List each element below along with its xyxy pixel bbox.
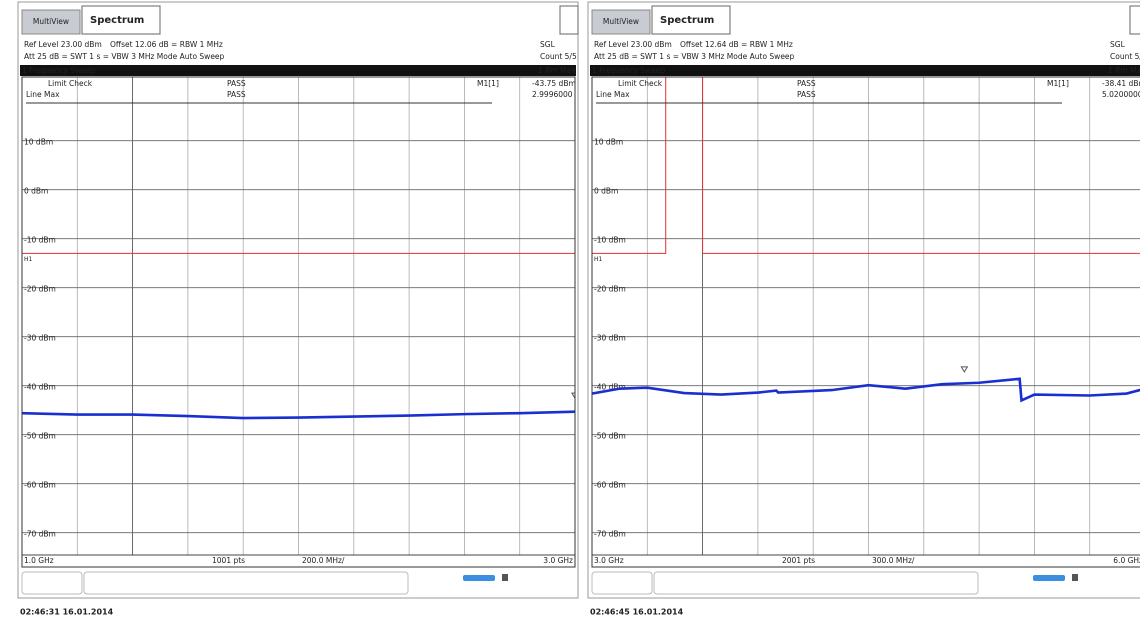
line-name: Line Max <box>596 90 630 99</box>
x-label-row <box>22 554 575 567</box>
line-result: PASS <box>797 90 816 99</box>
plot: 10 dBm 0 dBm -10 dBm -20 dBm -30 dBm -40 dBm -… <box>22 77 590 567</box>
trace-mode: 1 Rm Max <box>1108 66 1140 75</box>
marker-freq: 2.9996000 GHz <box>532 90 590 99</box>
x-stop: 3.0 GHz <box>543 556 573 565</box>
plot-border <box>21 76 576 568</box>
trace <box>592 377 1140 403</box>
limit-label: H1 <box>594 256 603 263</box>
offset-rbw: Offset 12.64 dB = RBW 1 MHz <box>680 40 793 49</box>
ref-level: Ref Level 23.00 dBm <box>24 40 102 49</box>
trace-mode: 1 Rm Max <box>538 66 576 75</box>
marker-level: -43.75 dBm <box>532 79 576 88</box>
y-tick-label: -20 dBm <box>24 285 56 294</box>
timestamp: 02:46:45 16.01.2014 <box>590 608 684 617</box>
marker-name: M1[1] <box>1047 79 1069 88</box>
limit-line <box>592 77 1140 254</box>
tab-multiview <box>591 9 651 35</box>
limit-check-result: PASS <box>227 79 246 88</box>
y-tick-label: 0 dBm <box>24 187 48 196</box>
marker-level: -38.41 dBm <box>1102 79 1140 88</box>
limit-check: Limit Check <box>48 79 93 88</box>
panel-frame <box>17 1 579 599</box>
status-icon <box>1072 574 1078 581</box>
limit-check: Limit Check <box>618 79 663 88</box>
sgl: SGL <box>540 40 556 49</box>
tab-label: Spectrum <box>90 15 144 26</box>
count: Count 5/5 <box>540 52 577 61</box>
x-stop: 6.0 GHz <box>1113 556 1140 565</box>
y-tick-label: 10 dBm <box>24 138 53 147</box>
y-tick-label: -20 dBm <box>594 285 626 294</box>
y-tick-label: -70 dBm <box>594 530 626 539</box>
y-tick-label: -60 dBm <box>594 481 626 490</box>
y-tick-label: -50 dBm <box>594 432 626 441</box>
marker <box>960 366 969 373</box>
span-div: 300.0 MHz/ <box>872 556 915 565</box>
sweep-bar <box>590 65 1140 76</box>
x-label-row <box>592 554 1140 567</box>
plot: 10 dBm 0 dBm -10 dBm -20 dBm -30 dBm -40 dBm -… <box>592 77 1140 567</box>
tab-spectrum <box>651 5 731 35</box>
y-tick-label: -30 dBm <box>24 334 56 343</box>
analyzer-panel: MultiView Spectrum Ref Level 23.00 dBm Offs… <box>587 1 1140 617</box>
x-start: 3.0 GHz <box>594 556 624 565</box>
line-result: PASS <box>227 90 246 99</box>
tab-label: MultiView <box>33 17 69 26</box>
timestamp: 02:46:31 16.01.2014 <box>20 608 114 617</box>
count: Count 5/5 <box>1110 52 1140 61</box>
status-button <box>1033 575 1065 581</box>
x-start: 1.0 GHz <box>24 556 54 565</box>
y-tick-label: -30 dBm <box>594 334 626 343</box>
marker-freq: 5.0200000 GHz <box>1102 90 1140 99</box>
limit-check-result: PASS <box>797 79 816 88</box>
plot-border <box>591 76 1140 568</box>
sweep-bar <box>20 65 576 76</box>
ref-level: Ref Level 23.00 dBm <box>594 40 672 49</box>
sweep-title: 1 Frequency Sweep <box>22 66 95 75</box>
input-small <box>21 571 83 595</box>
points: 2001 pts <box>782 556 815 565</box>
input-small <box>591 571 653 595</box>
tab-label: MultiView <box>603 17 639 26</box>
status-icon <box>502 574 508 581</box>
status-button <box>463 575 495 581</box>
y-tick-label: -40 dBm <box>24 383 56 392</box>
limit-label: H1 <box>24 256 33 263</box>
sweep-title: 1 Frequency Sweep <box>592 66 665 75</box>
offset-rbw: Offset 12.06 dB = RBW 1 MHz <box>110 40 223 49</box>
line-name: Line Max <box>26 90 60 99</box>
y-tick-label: -40 dBm <box>594 383 626 392</box>
analyzer-panel: MultiView Spectrum Ref Level 23.00 dBm Offs… <box>17 1 590 617</box>
trace <box>22 410 575 420</box>
y-tick-label: -50 dBm <box>24 432 56 441</box>
y-tick-label: -60 dBm <box>24 481 56 490</box>
corner-box <box>559 5 579 35</box>
tab-multiview <box>21 9 81 35</box>
y-tick-label: -70 dBm <box>24 530 56 539</box>
marker-name: M1[1] <box>477 79 499 88</box>
input-wide <box>83 571 409 595</box>
input-wide <box>653 571 979 595</box>
points: 1001 pts <box>212 556 245 565</box>
y-tick-label: 10 dBm <box>594 138 623 147</box>
panel-frame <box>587 1 1140 599</box>
att-line: Att 25 dB = SWT 1 s = VBW 3 MHz Mode Aut… <box>594 52 795 61</box>
span-div: 200.0 MHz/ <box>302 556 345 565</box>
corner-box <box>1129 5 1140 35</box>
y-tick-label: 0 dBm <box>594 187 618 196</box>
y-tick-label: -10 dBm <box>594 236 626 245</box>
att-line: Att 25 dB = SWT 1 s = VBW 3 MHz Mode Aut… <box>24 52 225 61</box>
tab-spectrum <box>81 5 161 35</box>
y-tick-label: -10 dBm <box>24 236 56 245</box>
sgl: SGL <box>1110 40 1126 49</box>
tab-label: Spectrum <box>660 15 714 26</box>
